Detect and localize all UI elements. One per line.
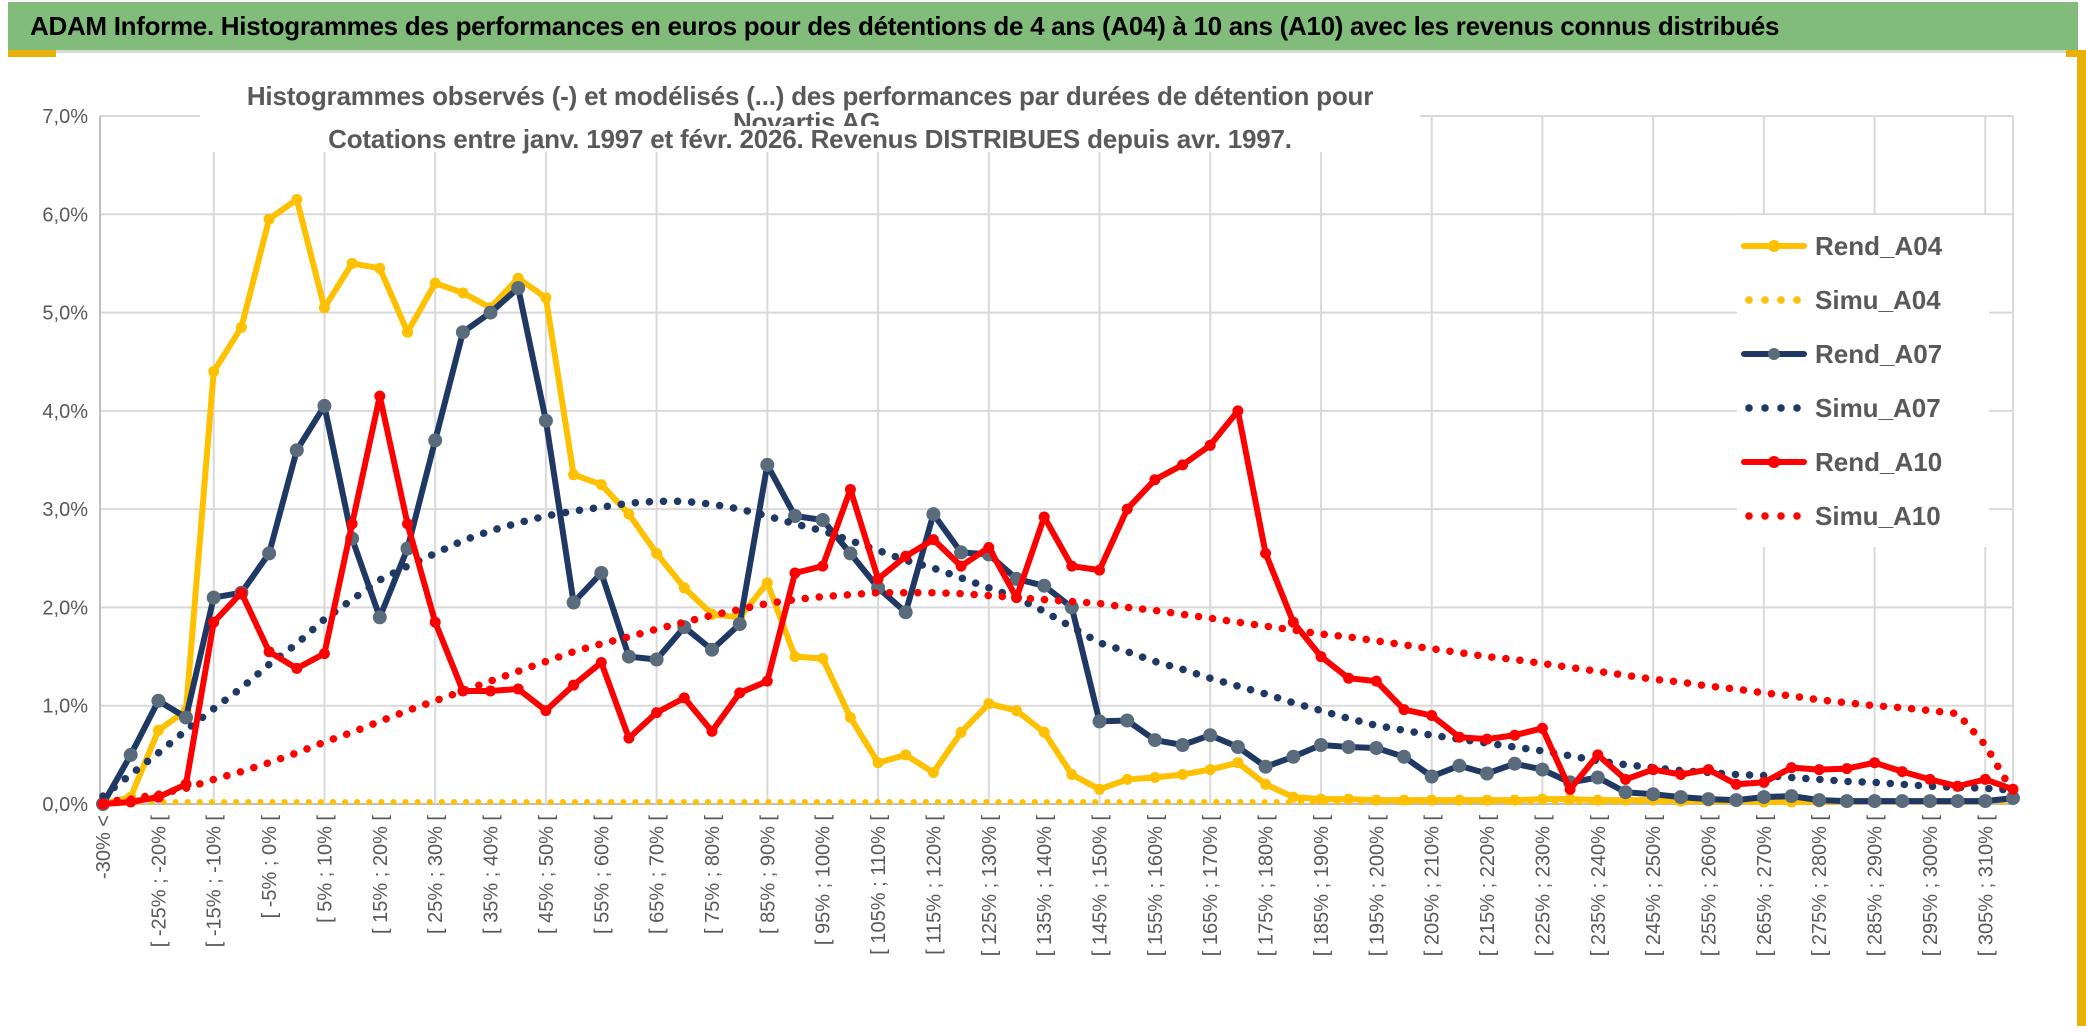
x-tick-label: [ 5% ; 10% [	[314, 815, 336, 923]
x-tick-label: [ 255% ; 260% [	[1698, 815, 1720, 957]
x-tick-label: [ 115% ; 120% [	[923, 815, 945, 955]
rend-a10-line-swatch-icon	[1741, 445, 1807, 479]
simu-a10-dotted-swatch-icon	[1741, 499, 1807, 533]
x-tick-label: [ 305% ; 310% [	[1975, 815, 1997, 957]
series-rend_a04	[100, 196, 2016, 807]
x-tick-label: [ 225% ; 230% [	[1532, 815, 1554, 957]
legend-item-rend-a10: Rend_A10	[1737, 445, 1989, 479]
y-tick-label: 1,0%	[42, 696, 88, 718]
x-tick-label: [ 125% ; 130% [	[979, 815, 1001, 957]
x-tick-label: [ 145% ; 150% [	[1090, 815, 1112, 957]
legend-label: Rend_A10	[1815, 446, 1943, 477]
series-simu_a10	[99, 588, 2017, 806]
legend-item-rend-a07: Rend_A07	[1737, 337, 1989, 371]
x-tick-label: [ -15% ; -10% [	[204, 815, 226, 948]
x-tick-label: [ 235% ; 240% [	[1588, 815, 1610, 957]
x-tick-label: [ 175% ; 180% [	[1256, 815, 1278, 957]
legend-label: Simu_A07	[1815, 392, 1941, 423]
report-header-bar: ADAM Informe. Histogrammes des performan…	[8, 2, 2078, 50]
legend-item-simu-a07: Simu_A07	[1737, 391, 1989, 425]
y-tick-label: 5,0%	[42, 303, 88, 325]
x-tick-label: [ -5% ; 0% [	[259, 815, 281, 919]
x-tick-label: [ -25% ; -20% [	[148, 815, 170, 948]
y-tick-label: 7,0%	[42, 106, 88, 128]
legend-label: Rend_A07	[1815, 338, 1943, 369]
gold-accent-left	[8, 50, 56, 57]
x-tick-label: [ 85% ; 90% [	[757, 815, 779, 934]
x-tick-label: [ 285% ; 290% [	[1865, 815, 1887, 957]
x-tick-label: [ 275% ; 280% [	[1809, 815, 1831, 957]
x-tick-label: [ 165% ; 170% [	[1200, 815, 1222, 957]
legend-item-simu-a04: Simu_A04	[1737, 283, 1989, 317]
x-tick-label: [ 155% ; 160% [	[1145, 815, 1167, 957]
simu-a04-dotted-swatch-icon	[1741, 283, 1807, 317]
simu-a07-dotted-swatch-icon	[1741, 391, 1807, 425]
x-tick-label: [ 245% ; 250% [	[1643, 815, 1665, 957]
legend-label: Rend_A04	[1815, 230, 1943, 261]
x-tick-label: [ 45% ; 50% [	[536, 815, 558, 934]
x-tick-label: [ 65% ; 70% [	[647, 815, 669, 934]
y-tick-label: 6,0%	[42, 204, 88, 226]
x-tick-label: [ 105% ; 110% [	[868, 815, 890, 955]
legend-label: Simu_A04	[1815, 284, 1941, 315]
y-tick-label: 3,0%	[42, 499, 88, 521]
series-rend_a10-markers	[97, 390, 2019, 810]
gold-accent-right	[2066, 50, 2086, 57]
x-tick-label: [ 25% ; 30% [	[425, 815, 447, 934]
x-tick-label: [ 55% ; 60% [	[591, 815, 613, 934]
x-tick-label: [ 95% ; 100% [	[813, 815, 835, 946]
rend-a04-line-swatch-icon	[1741, 229, 1807, 263]
y-tick-label: 2,0%	[42, 597, 88, 619]
x-tick-label: -30% <	[93, 815, 115, 879]
x-tick-label: [ 15% ; 20% [	[370, 815, 392, 934]
x-tick-label: [ 205% ; 210% [	[1422, 815, 1444, 957]
series-rend_a07	[100, 285, 2016, 807]
x-tick-label: [ 185% ; 190% [	[1311, 815, 1333, 957]
y-tick-label: 0,0%	[42, 794, 88, 816]
x-tick-label: [ 265% ; 270% [	[1754, 815, 1776, 957]
chart-title-line2: Cotations entre janv. 1997 et févr. 2026…	[200, 126, 1420, 152]
chart-legend: Rend_A04 Simu_A04 Rend_A07 Simu_A07 Rend…	[1737, 215, 1989, 547]
legend-label: Simu_A10	[1815, 500, 1941, 531]
report-title: ADAM Informe. Histogrammes des performan…	[30, 10, 1780, 41]
x-tick-label: [ 75% ; 80% [	[702, 815, 724, 934]
x-tick-label: [ 295% ; 300% [	[1920, 815, 1942, 957]
x-tick-label: [ 135% ; 140% [	[1034, 815, 1056, 957]
x-tick-label: [ 215% ; 220% [	[1477, 815, 1499, 957]
legend-item-simu-a10: Simu_A10	[1737, 499, 1989, 533]
x-tick-label: [ 35% ; 40% [	[481, 815, 503, 934]
gold-edge-strip	[2077, 57, 2086, 1026]
header-divider	[56, 50, 2066, 53]
x-tick-label: [ 195% ; 200% [	[1366, 815, 1388, 957]
legend-item-rend-a04: Rend_A04	[1737, 229, 1989, 263]
y-tick-label: 4,0%	[42, 401, 88, 423]
rend-a07-line-swatch-icon	[1741, 337, 1807, 371]
series-rend_a10	[100, 393, 2016, 807]
